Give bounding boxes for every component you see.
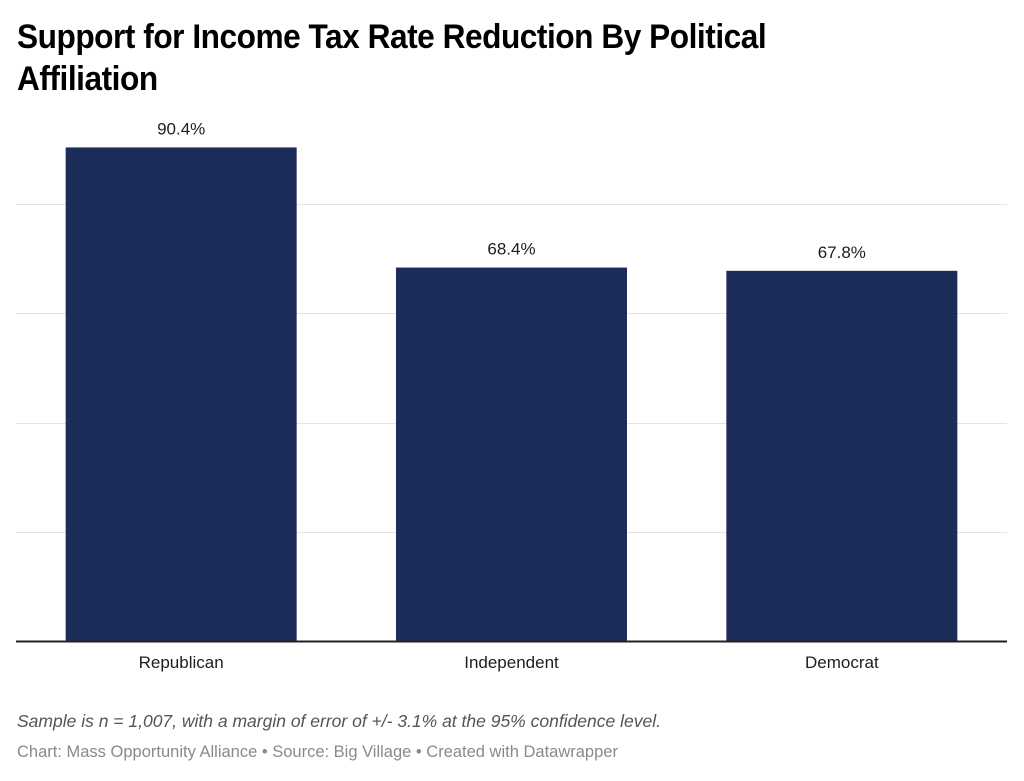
bar-chart: 90.4% 68.4% 67.8% Republican Independent Dem… (16, 119, 1007, 672)
category-label-independent: Independent (464, 653, 559, 672)
category-label-democrat: Democrat (805, 653, 879, 672)
category-label-republican: Republican (139, 653, 224, 672)
chart-note: Sample is n = 1,007, with a margin of er… (17, 711, 661, 731)
value-labels: 90.4% 68.4% 67.8% (157, 119, 866, 261)
bar-democrat (726, 270, 958, 641)
chart-title: Support for Income Tax Rate Reduction By… (17, 18, 767, 98)
value-label-republican: 90.4% (157, 119, 205, 138)
bar-republican (65, 147, 297, 641)
value-label-democrat: 67.8% (818, 243, 866, 262)
bar-independent (396, 267, 627, 641)
value-label-independent: 68.4% (487, 240, 535, 259)
chart-credits: Chart: Mass Opportunity Alliance • Sourc… (17, 743, 618, 761)
bars (65, 147, 958, 641)
category-labels: Republican Independent Democrat (139, 653, 879, 672)
